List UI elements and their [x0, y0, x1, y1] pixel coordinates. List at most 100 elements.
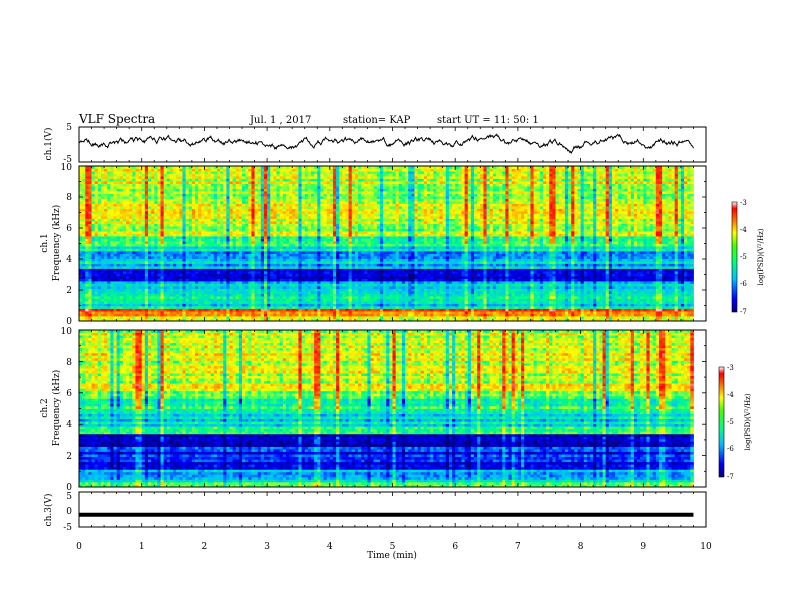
- ch1-spectrogram-cell: [301, 286, 306, 289]
- ch1-spectrogram-cell: [477, 283, 481, 287]
- ch1-spectrogram-cell: [348, 268, 353, 272]
- ch1-spectrogram-cell: [342, 263, 346, 267]
- ch1-spectrogram-cell: [351, 288, 356, 292]
- ch1-spectrogram-cell: [677, 283, 682, 287]
- ch1-spectrogram-cell: [621, 311, 625, 314]
- ch1-spectrogram-cell: [107, 298, 111, 302]
- ch1-spectrogram-cell: [637, 268, 641, 272]
- ch1-spectrogram-cell: [452, 286, 456, 289]
- ch1-spectrogram-cell: [370, 258, 375, 262]
- ch1-spectrogram-cell: [662, 296, 666, 299]
- ch1-spectrogram-cell: [276, 311, 281, 314]
- ch1-spectrogram-cell: [229, 268, 234, 272]
- ch1-spectrogram-cell: [342, 313, 346, 317]
- ch1-spectrogram-cell: [358, 288, 362, 292]
- ch1-spectrogram-cell: [88, 311, 92, 314]
- ch1-spectrogram-cell: [389, 288, 393, 292]
- ch1-spectrogram-cell: [546, 316, 550, 319]
- ch1-spectrogram-cell: [367, 266, 371, 269]
- ch1-spectrogram-cell: [536, 258, 541, 262]
- ch1-spectrogram-cell: [273, 278, 277, 282]
- ch1-spectrogram-cell: [220, 296, 224, 299]
- ch1-spectrogram-cell: [533, 266, 538, 269]
- ch1-spectrogram-cell: [126, 271, 130, 274]
- ch1-spectrogram-cell: [100, 288, 105, 292]
- ch1-spectrogram-cell: [618, 296, 622, 299]
- ch1-spectrogram-cell: [590, 311, 594, 314]
- ch1-spectrogram-cell: [580, 271, 585, 274]
- ch1-spectrogram-cell: [508, 318, 513, 322]
- ch1-spectrogram-cell: [85, 298, 89, 302]
- ch1-spectrogram-cell: [336, 318, 340, 322]
- ch1-spectrogram-cell: [342, 271, 346, 274]
- ch1-spectrogram-cell: [376, 301, 381, 304]
- ch1-spectrogram-cell: [289, 288, 293, 292]
- ch1-spectrogram-cell: [489, 268, 494, 272]
- ch1-spectrogram-cell: [191, 266, 196, 269]
- ch1-spectrogram-cell: [618, 283, 622, 287]
- ch1-spectrogram-cell: [317, 291, 321, 294]
- ch1-spectrogram-cell: [279, 288, 284, 292]
- ch1-spectrogram-cell: [640, 278, 644, 282]
- ch1-spectrogram-cell: [649, 266, 654, 269]
- ch1-spectrogram-cell: [652, 301, 657, 304]
- ch1-spectrogram-cell: [483, 288, 487, 292]
- ch1-spectrogram-cell: [452, 291, 456, 294]
- ch1-spectrogram-cell: [414, 301, 418, 304]
- ch1-spectrogram-cell: [354, 266, 359, 269]
- ch1-spectrogram-cell: [201, 308, 205, 312]
- ch1-spectrogram-cell: [417, 298, 422, 302]
- ch1-spectrogram-cell: [151, 266, 155, 269]
- ch1-spectrogram-cell: [176, 258, 180, 262]
- ch1-spectrogram-cell: [314, 266, 318, 269]
- ch1-spectrogram-cell: [235, 298, 240, 302]
- ch1-spectrogram-cell: [495, 286, 500, 289]
- ch1-spectrogram-cell: [141, 296, 146, 299]
- ch1-spectrogram-cell: [470, 273, 475, 277]
- ch1-spectrogram-cell: [238, 271, 243, 274]
- ch1-spectrogram-cell: [173, 288, 177, 292]
- ch1-spectrogram-cell: [680, 293, 685, 297]
- ch1-spectrogram-cell: [195, 291, 199, 294]
- ch1-spectrogram-cell: [144, 286, 149, 289]
- ch1-spectrogram-cell: [492, 296, 497, 299]
- ch1-spectrogram-cell: [351, 291, 356, 294]
- ch1-spectrogram-cell: [561, 311, 566, 314]
- ch1-spectrogram-cell: [401, 266, 406, 269]
- ch1-spectrogram-cell: [499, 273, 503, 277]
- ch1-spectrogram-cell: [248, 301, 252, 304]
- ch1-spectrogram-cell: [448, 296, 453, 299]
- ch1-spectrogram-cell: [163, 291, 168, 294]
- ch1-spectrogram-cell: [680, 291, 685, 294]
- ch1-spectrogram-cell: [364, 316, 368, 319]
- ch1-spectrogram-cell: [605, 316, 610, 319]
- ch1-spectrogram-cell: [251, 311, 255, 314]
- ch1-spectrogram-cell: [417, 261, 422, 264]
- ch1-spectrogram-cell: [163, 266, 168, 269]
- ch1-spectrogram-cell: [389, 311, 393, 314]
- ch1-spectrogram-cell: [508, 298, 513, 302]
- ch1-spectrogram-cell: [618, 313, 622, 317]
- ch1-spectrogram-cell: [593, 296, 597, 299]
- ch1-spectrogram-cell: [505, 258, 509, 262]
- ch1-spectrogram-cell: [147, 291, 152, 294]
- ch1-spectrogram-cell: [665, 293, 669, 297]
- ch1-spectrogram-cell: [129, 316, 133, 319]
- ch1-spectrogram-cell: [126, 273, 130, 277]
- ch1-spectrogram-cell: [364, 258, 368, 262]
- ch1-spectrogram-cell: [220, 308, 224, 312]
- ch1-spectrogram-cell: [684, 278, 688, 282]
- ch1-spectrogram-cell: [426, 293, 431, 297]
- ch1-spectrogram-cell: [245, 266, 249, 269]
- ch1-spectrogram-cell: [564, 271, 569, 274]
- ch1-spectrogram-cell: [242, 311, 246, 314]
- ch1-spectrogram-cell: [229, 301, 234, 304]
- ch1-spectrogram-cell: [477, 306, 481, 309]
- ch1-spectrogram-cell: [276, 261, 281, 264]
- ch1-spectrogram-cell: [521, 266, 525, 269]
- ch1-spectrogram-cell: [317, 273, 321, 277]
- ch1-spectrogram-cell: [401, 276, 406, 279]
- ch1-spectrogram-cell: [662, 311, 666, 314]
- ch1-spectrogram-cell: [514, 288, 519, 292]
- ch1-spectrogram-cell: [232, 318, 237, 322]
